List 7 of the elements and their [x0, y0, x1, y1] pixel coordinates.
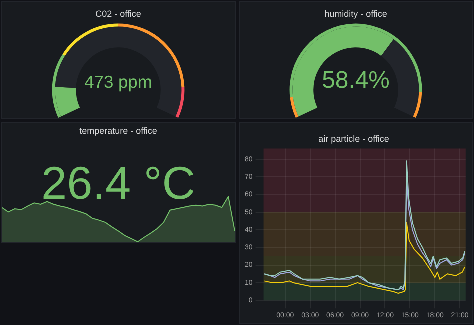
annotation: 26.4 °C	[42, 156, 196, 209]
text: 473 ppm	[84, 72, 152, 92]
chart-title: temperature - office	[80, 126, 158, 136]
chart-title: air particle - office	[318, 134, 390, 144]
text: 58.4%	[322, 66, 390, 94]
chart-title: humidity - office	[324, 8, 388, 19]
chart-title: C02 - office	[96, 8, 142, 19]
